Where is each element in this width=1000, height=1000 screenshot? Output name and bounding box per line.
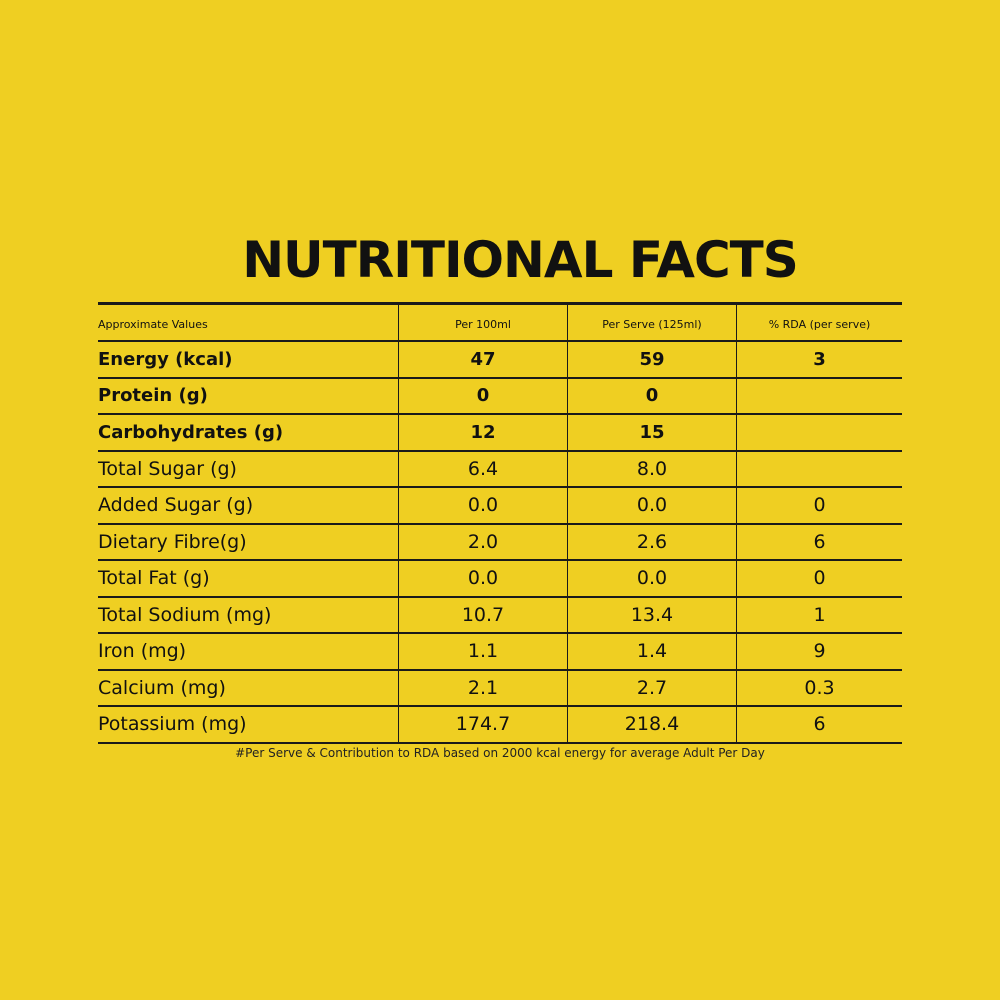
nutrient-name: Iron (mg) [98,633,399,671]
table-row: Energy (kcal) 47 59 3 [98,341,902,379]
value-per-serve: 1.4 [567,633,737,671]
value-rda [736,414,902,452]
nutrient-name: Carbohydrates (g) [98,414,399,452]
nutrient-name: Dietary Fibre(g) [98,523,399,561]
header-per-serve: Per Serve (125ml) [567,303,737,342]
value-per-100ml: 12 [398,414,568,452]
header-per-100ml: Per 100ml [398,303,568,342]
nutrient-name: Calcium (mg) [98,669,399,707]
nutrition-table: Approximate Values Per 100ml Per Serve (… [98,302,902,744]
table-row: Calcium (mg) 2.1 2.7 0.3 [98,669,902,707]
value-rda: 6 [736,706,902,744]
nutrient-name: Energy (kcal) [98,341,399,379]
value-per-100ml: 0.0 [398,487,568,525]
value-rda: 0 [736,560,902,598]
table-row: Total Sugar (g) 6.4 8.0 [98,450,902,488]
value-per-100ml: 10.7 [398,596,568,634]
header-approximate-values: Approximate Values [98,303,399,342]
value-per-100ml: 2.1 [398,669,568,707]
value-per-serve: 8.0 [567,450,737,488]
value-per-serve: 2.6 [567,523,737,561]
value-per-serve: 15 [567,414,737,452]
value-per-serve: 2.7 [567,669,737,707]
value-per-100ml: 47 [398,341,568,379]
table-row: Carbohydrates (g) 12 15 [98,414,902,452]
nutrient-name: Total Fat (g) [98,560,399,598]
table-row: Protein (g) 0 0 [98,377,902,415]
page-title: NUTRITIONAL FACTS [242,231,799,289]
table-body: Energy (kcal) 47 59 3 Protein (g) 0 0 Carbohydr… [98,341,902,744]
value-rda: 0 [736,487,902,525]
value-per-serve: 13.4 [567,596,737,634]
value-rda [736,377,902,415]
value-rda: 1 [736,596,902,634]
value-rda: 6 [736,523,902,561]
table-row: Dietary Fibre(g) 2.0 2.6 6 [98,523,902,561]
value-rda: 9 [736,633,902,671]
value-per-serve: 0.0 [567,560,737,598]
value-per-serve: 218.4 [567,706,737,744]
value-per-100ml: 0.0 [398,560,568,598]
value-rda [736,450,902,488]
table-row: Added Sugar (g) 0.0 0.0 0 [98,487,902,525]
nutrient-name: Protein (g) [98,377,399,415]
value-per-100ml: 174.7 [398,706,568,744]
nutrient-name: Total Sugar (g) [98,450,399,488]
nutrient-name: Total Sodium (mg) [98,596,399,634]
table-row: Total Fat (g) 0.0 0.0 0 [98,560,902,598]
table-row: Potassium (mg) 174.7 218.4 6 [98,706,902,744]
value-per-100ml: 0 [398,377,568,415]
value-per-100ml: 2.0 [398,523,568,561]
value-per-100ml: 6.4 [398,450,568,488]
nutrient-name: Added Sugar (g) [98,487,399,525]
table-row: Total Sodium (mg) 10.7 13.4 1 [98,596,902,634]
table-header-row: Approximate Values Per 100ml Per Serve (… [98,303,902,342]
value-rda: 0.3 [736,669,902,707]
table-row: Iron (mg) 1.1 1.4 9 [98,633,902,671]
value-per-serve: 59 [567,341,737,379]
value-per-serve: 0.0 [567,487,737,525]
value-rda: 3 [736,341,902,379]
footnote: #Per Serve & Contribution to RDA based o… [235,746,765,760]
value-per-serve: 0 [567,377,737,415]
header-rda: % RDA (per serve) [736,303,902,342]
nutrient-name: Potassium (mg) [98,706,399,744]
value-per-100ml: 1.1 [398,633,568,671]
